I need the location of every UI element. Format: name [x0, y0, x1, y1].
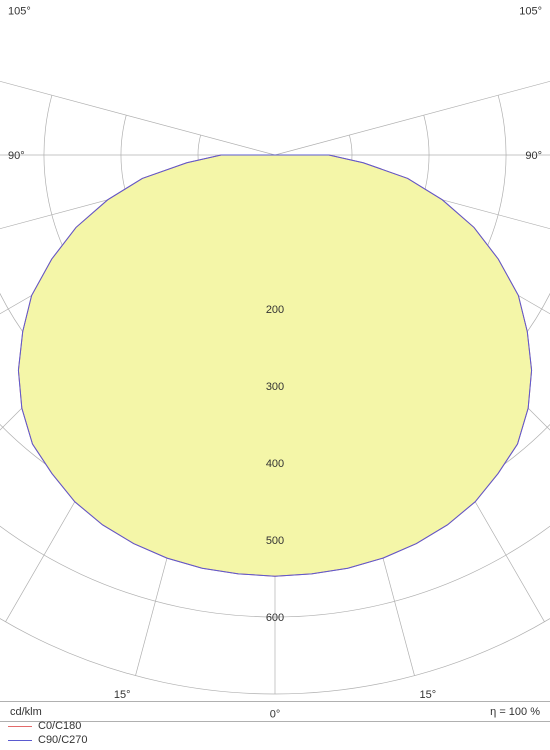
polar-chart-svg: 2003004005006000°15°15°30°30°45°45°60°60…	[0, 0, 550, 750]
radial-tick-label: 400	[266, 458, 284, 470]
angle-tick-label: 90°	[8, 150, 25, 162]
radial-tick-label: 600	[266, 612, 284, 624]
angle-tick-label: 105°	[519, 6, 542, 18]
radial-tick-label: 200	[266, 304, 284, 316]
chart-footer: cd/klm η = 100 %	[0, 706, 550, 718]
radial-tick-label: 500	[266, 535, 284, 547]
chart-legend: C0/C180 C90/C270	[8, 718, 88, 746]
legend-swatch	[8, 740, 32, 741]
legend-label: C0/C180	[38, 720, 81, 732]
legend-item: C0/C180	[8, 720, 88, 732]
legend-item: C90/C270	[8, 734, 88, 746]
footer-left-label: cd/klm	[10, 706, 42, 718]
legend-swatch	[8, 726, 32, 727]
angle-tick-label: 15°	[419, 689, 436, 701]
polar-chart-container: 2003004005006000°15°15°30°30°45°45°60°60…	[0, 0, 550, 750]
footer-divider-top	[0, 701, 550, 702]
series-fill	[18, 155, 531, 576]
footer-right-label: η = 100 %	[490, 706, 540, 718]
legend-label: C90/C270	[38, 734, 88, 746]
radial-tick-label: 300	[266, 381, 284, 393]
angle-tick-label: 90°	[525, 150, 542, 162]
angle-tick-label: 105°	[8, 6, 31, 18]
angle-tick-label: 15°	[114, 689, 131, 701]
